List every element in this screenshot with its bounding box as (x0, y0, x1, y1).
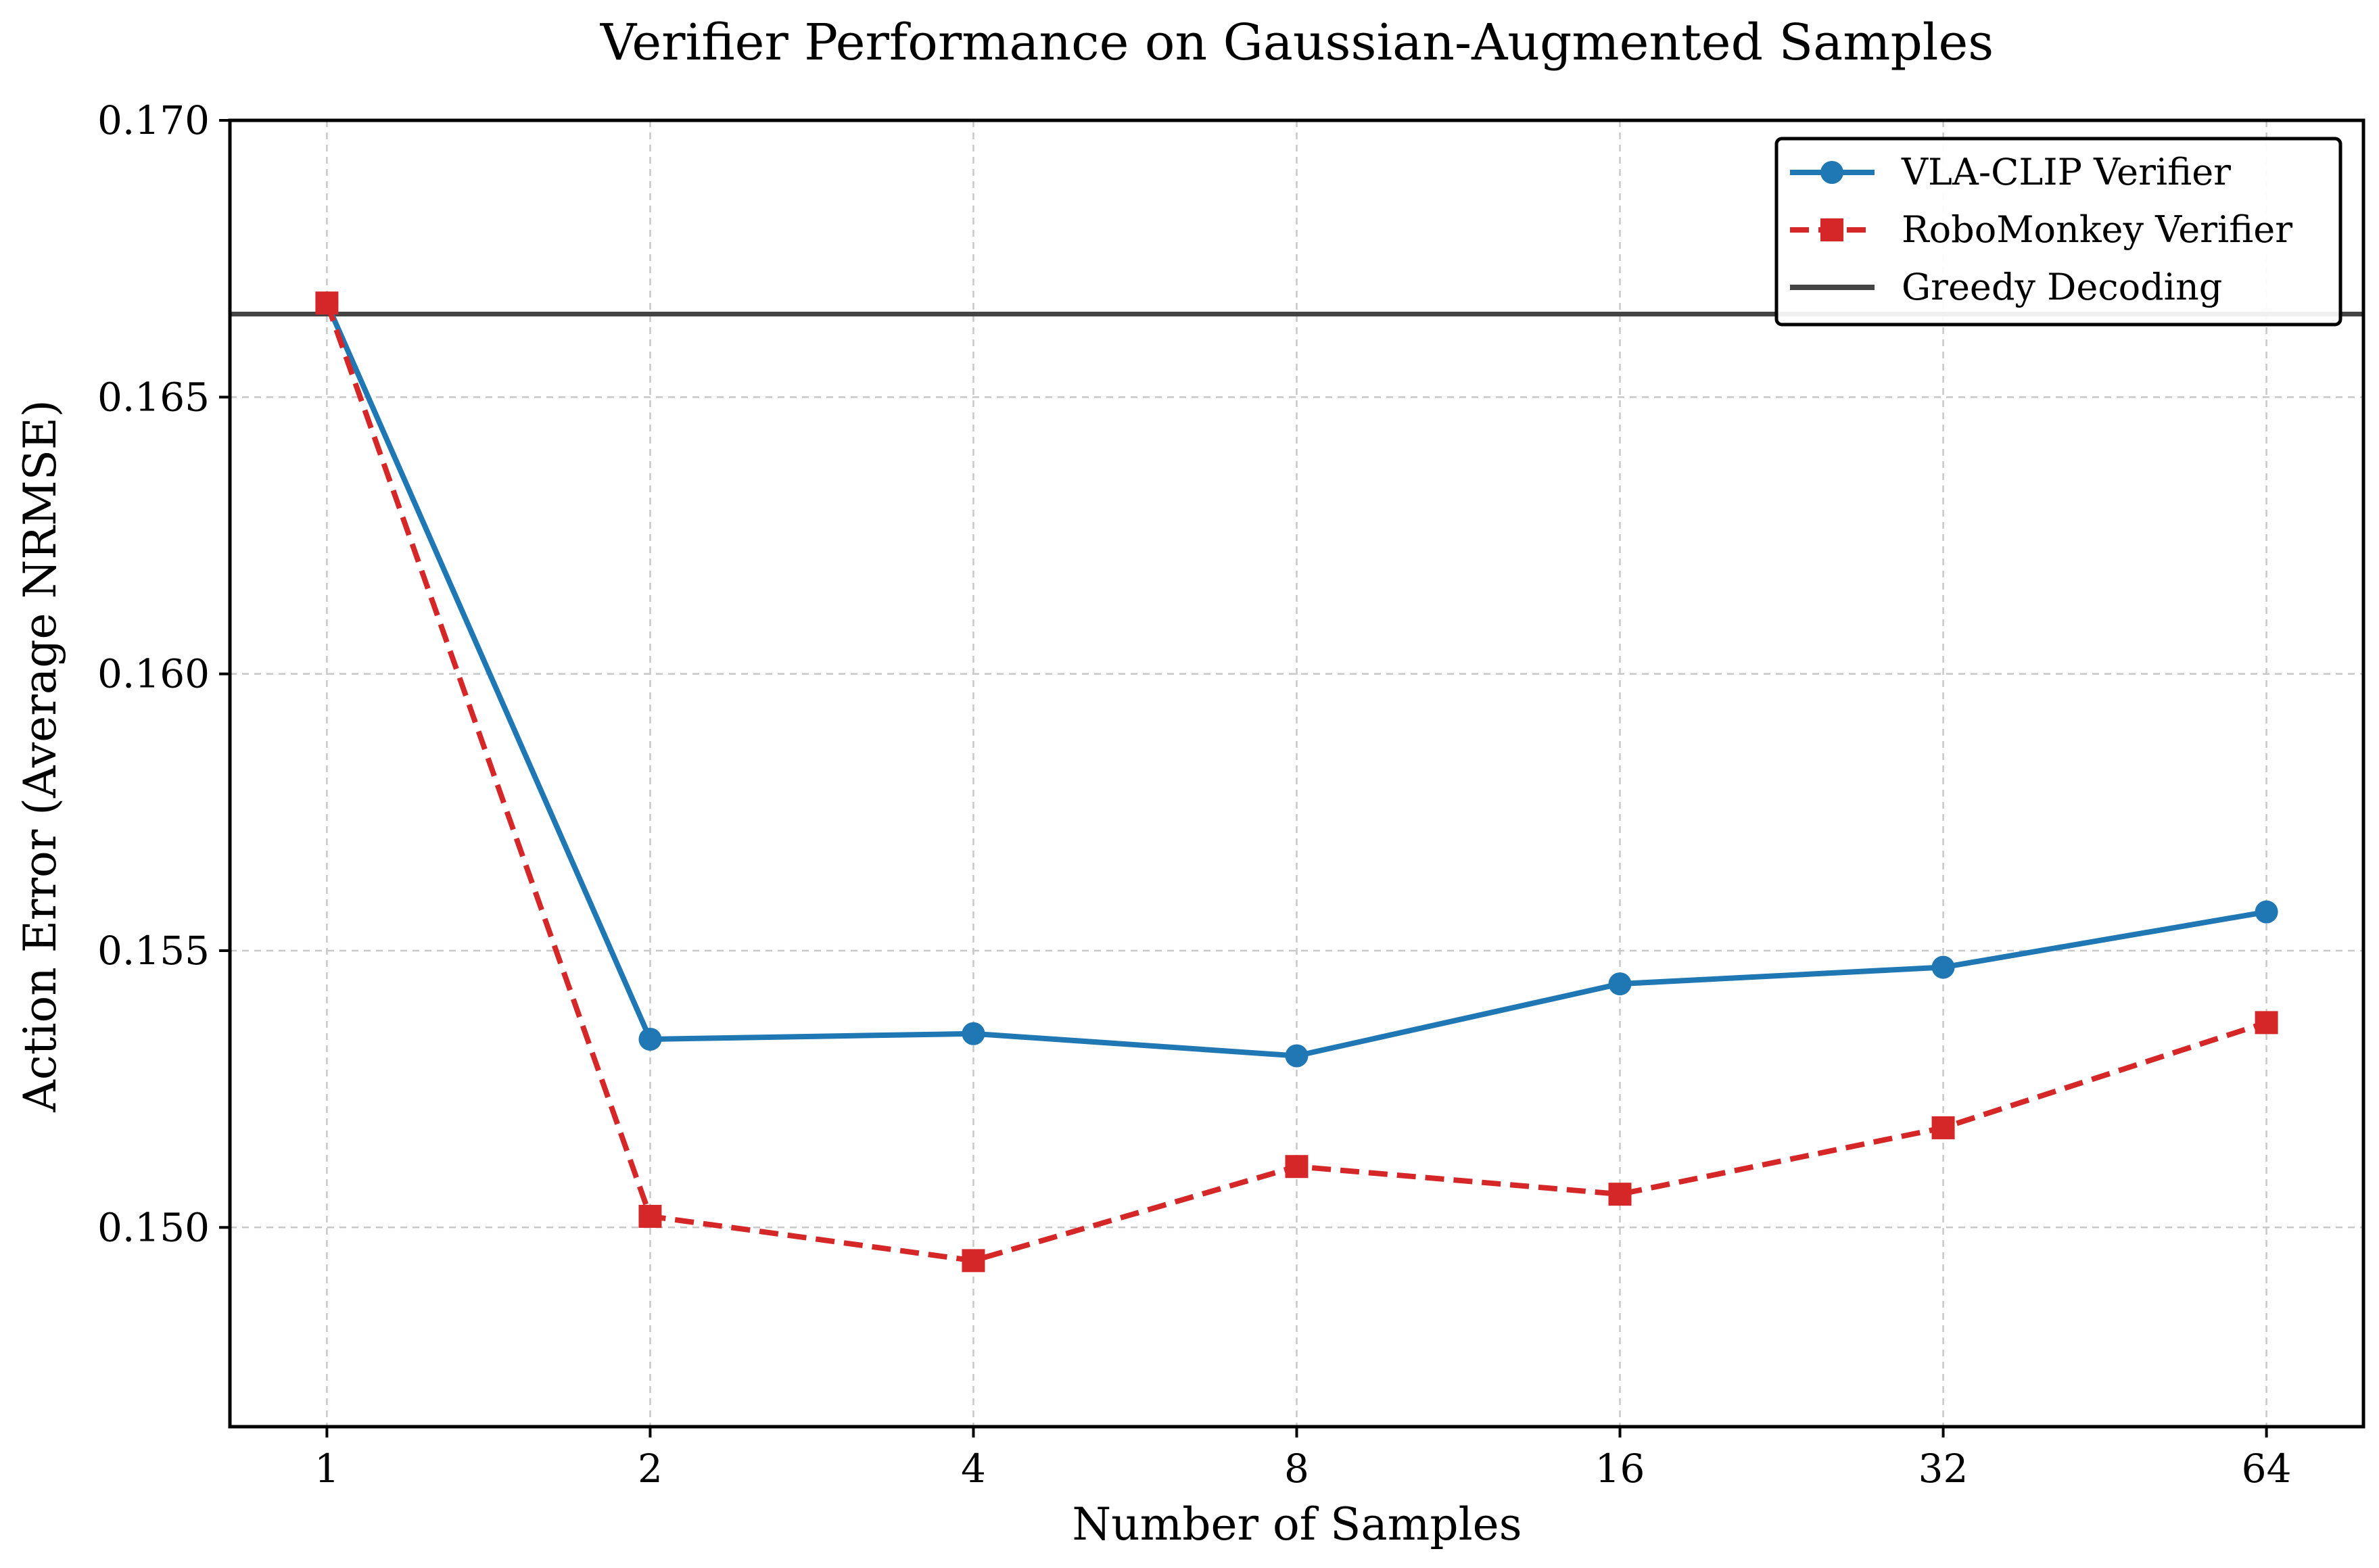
robomonkey-verifier-point (2255, 1011, 2278, 1035)
y-tick-label: 0.160 (97, 651, 210, 697)
robomonkey-verifier-point (962, 1249, 985, 1273)
x-tick-label: 1 (314, 1446, 339, 1492)
y-tick-label: 0.150 (97, 1204, 210, 1250)
robomonkey-verifier-point (638, 1204, 662, 1228)
legend-marker-robomonkey-verifier (1820, 218, 1843, 241)
legend-marker-vla-clip-verifier (1820, 161, 1843, 184)
x-tick-label: 4 (961, 1446, 986, 1492)
vla-clip-verifier-point (962, 1022, 985, 1045)
robomonkey-verifier-point (1285, 1155, 1309, 1179)
chart-title: Verifier Performance on Gaussian-Augment… (600, 14, 1994, 72)
robomonkey-verifier-series (315, 291, 2278, 1273)
legend: VLA-CLIP Verifier RoboMonkey Verifier Gree… (1774, 137, 2342, 327)
vla-clip-verifier-point (1931, 955, 1955, 979)
x-tick-label: 2 (638, 1446, 663, 1492)
robomonkey-verifier-point (315, 291, 339, 315)
x-tick-label: 32 (1918, 1446, 1969, 1492)
legend-box (1774, 137, 2342, 327)
y-tick-label: 0.165 (97, 374, 210, 420)
x-tick-label: 64 (2242, 1446, 2292, 1492)
x-axis-label: Number of Samples (1072, 1498, 1522, 1550)
legend-label-greedy-decoding: Greedy Decoding (1902, 266, 2222, 308)
vla-clip-verifier-point (1608, 972, 1632, 996)
vla-clip-verifier-series (315, 291, 2278, 1068)
y-axis-ticks: 0.150 0.155 0.160 0.165 0.170 (97, 97, 230, 1250)
x-axis-ticks: 1 2 4 8 16 32 64 (314, 1427, 2292, 1492)
legend-label-vla-clip-verifier: VLA-CLIP Verifier (1901, 151, 2231, 193)
y-tick-label: 0.170 (97, 97, 210, 143)
y-tick-label: 0.155 (97, 928, 210, 974)
robomonkey-verifier-point (1931, 1116, 1955, 1139)
legend-label-robomonkey-verifier: RoboMonkey Verifier (1902, 208, 2292, 251)
vla-clip-verifier-point (2255, 900, 2278, 924)
data-series (315, 291, 2278, 1273)
x-tick-label: 8 (1284, 1446, 1309, 1492)
y-axis-label: Action Error (Average NRMSE) (14, 400, 66, 1112)
vla-clip-verifier-point (1285, 1044, 1309, 1068)
vla-clip-verifier-point (638, 1027, 662, 1051)
robomonkey-verifier-point (1608, 1183, 1632, 1206)
x-tick-label: 16 (1595, 1446, 1645, 1492)
